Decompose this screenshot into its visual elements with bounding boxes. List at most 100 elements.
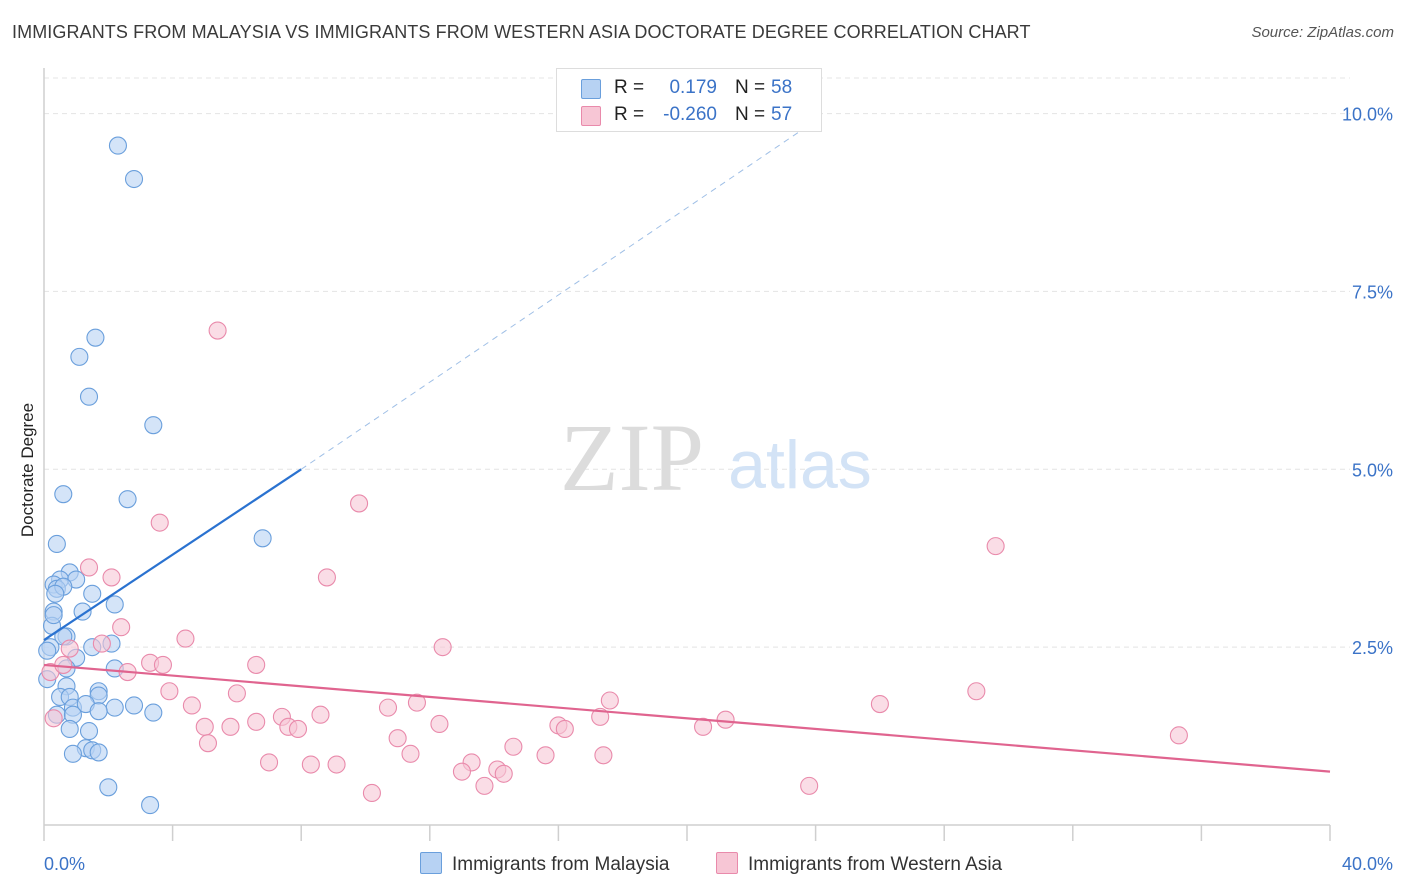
- western-asia-point: [153, 655, 173, 674]
- western-asia-point: [504, 737, 523, 756]
- malaysia-point: [44, 606, 63, 625]
- series-swatch-pink: [716, 852, 738, 874]
- western-asia-point: [176, 629, 195, 648]
- western-asia-point: [317, 568, 336, 587]
- watermark: ZIP atlas: [560, 404, 872, 511]
- western-asia-point: [195, 717, 214, 736]
- y-tick-label: 2.5%: [1352, 638, 1393, 658]
- malaysia-point: [108, 136, 127, 155]
- legend-r-value: -0.260: [663, 104, 717, 125]
- western-asia-point: [350, 494, 369, 513]
- western-asia-point: [247, 712, 266, 731]
- western-asia-point: [716, 710, 735, 729]
- legend-n-label: N =: [735, 77, 766, 98]
- western-asia-point: [311, 705, 330, 724]
- series-label-malaysia: Immigrants from Malaysia: [452, 854, 670, 875]
- malaysia-point: [83, 584, 102, 603]
- western-asia-point: [591, 707, 610, 726]
- chart-source: Source: ZipAtlas.com: [1251, 24, 1394, 41]
- malaysia-point: [38, 641, 57, 660]
- malaysia-point: [118, 490, 137, 509]
- data-points: [38, 136, 1188, 815]
- western-asia-point: [986, 537, 1005, 556]
- malaysia-point: [54, 485, 73, 504]
- western-asia-point: [182, 696, 201, 715]
- western-asia-point: [967, 682, 986, 701]
- western-asia-point: [112, 618, 131, 637]
- western-asia-point: [259, 753, 279, 772]
- western-asia-point: [102, 568, 121, 587]
- malaysia-point: [86, 328, 105, 347]
- y-tick-label: 7.5%: [1352, 282, 1393, 302]
- malaysia-point: [105, 595, 124, 614]
- malaysia-point: [60, 719, 79, 739]
- malaysia-point: [73, 602, 92, 621]
- malaysia-trendline-extension: [300, 120, 816, 470]
- series-swatch-blue: [420, 852, 442, 874]
- western-asia-point: [362, 783, 381, 803]
- western-asia-point: [327, 755, 346, 774]
- series-legend-malaysia: Immigrants from Malaysia: [420, 852, 670, 876]
- western-asia-point: [430, 714, 449, 734]
- western-asia-point: [288, 719, 308, 739]
- x-tick-label: 40.0%: [1342, 854, 1393, 874]
- malaysia-point: [79, 387, 99, 406]
- x-tick-label: 0.0%: [44, 854, 85, 874]
- malaysia-point: [144, 703, 163, 722]
- series-label-western-asia: Immigrants from Western Asia: [748, 854, 1003, 875]
- western-asia-point: [79, 558, 99, 577]
- western-asia-point: [475, 776, 494, 795]
- y-tick-label: 10.0%: [1342, 105, 1393, 125]
- malaysia-trendline: [43, 468, 302, 641]
- trendlines: [43, 120, 1331, 773]
- watermark-atlas: atlas: [728, 427, 872, 503]
- malaysia-point: [105, 698, 124, 717]
- western-asia-point: [227, 684, 246, 703]
- legend-swatch-pink: [581, 106, 601, 126]
- western-asia-point: [1169, 726, 1188, 745]
- western-asia-point: [44, 709, 63, 728]
- legend-n-value: 57: [771, 104, 793, 125]
- malaysia-point: [99, 778, 118, 797]
- malaysia-point: [70, 347, 89, 366]
- series-legend-western-asia: Immigrants from Western Asia: [716, 852, 1002, 876]
- chart-title: IMMIGRANTS FROM MALAYSIA VS IMMIGRANTS F…: [12, 22, 1031, 42]
- western-asia-trendline: [43, 663, 1331, 773]
- malaysia-point: [89, 702, 108, 721]
- western-asia-point: [388, 729, 407, 748]
- western-asia-point: [60, 639, 79, 658]
- legend-row-western-asia: R = -0.260 N = 57: [557, 101, 821, 127]
- legend-swatch-blue: [581, 79, 601, 99]
- western-asia-point: [198, 734, 218, 753]
- malaysia-point: [47, 534, 66, 554]
- legend-r-label: R =: [614, 104, 645, 125]
- western-asia-point: [800, 776, 819, 795]
- western-asia-point: [452, 762, 472, 781]
- western-asia-point: [594, 746, 613, 765]
- correlation-legend: R = 0.179 N = 58 R = -0.260 N = 57: [556, 68, 822, 132]
- malaysia-point: [124, 696, 144, 715]
- western-asia-point: [150, 513, 169, 532]
- axes: [43, 68, 1331, 841]
- watermark-zip: ZIP: [560, 404, 704, 511]
- western-asia-point: [870, 695, 889, 714]
- malaysia-point: [89, 743, 108, 762]
- y-tick-label: 5.0%: [1352, 460, 1393, 480]
- legend-r-value: 0.179: [669, 77, 717, 98]
- western-asia-point: [694, 717, 713, 736]
- legend-n-label: N =: [735, 104, 766, 125]
- malaysia-point: [63, 744, 82, 763]
- western-asia-point: [600, 691, 619, 710]
- western-asia-point: [160, 682, 179, 701]
- gridlines: [44, 77, 1350, 648]
- western-asia-point: [536, 746, 555, 765]
- malaysia-point: [79, 722, 99, 741]
- legend-n-value: 58: [771, 77, 793, 98]
- western-asia-point: [221, 717, 240, 736]
- western-asia-point: [378, 698, 398, 717]
- western-asia-point: [92, 634, 111, 653]
- western-asia-point: [494, 764, 513, 783]
- malaysia-point: [144, 416, 163, 435]
- legend-row-malaysia: R = 0.179 N = 58: [557, 74, 821, 100]
